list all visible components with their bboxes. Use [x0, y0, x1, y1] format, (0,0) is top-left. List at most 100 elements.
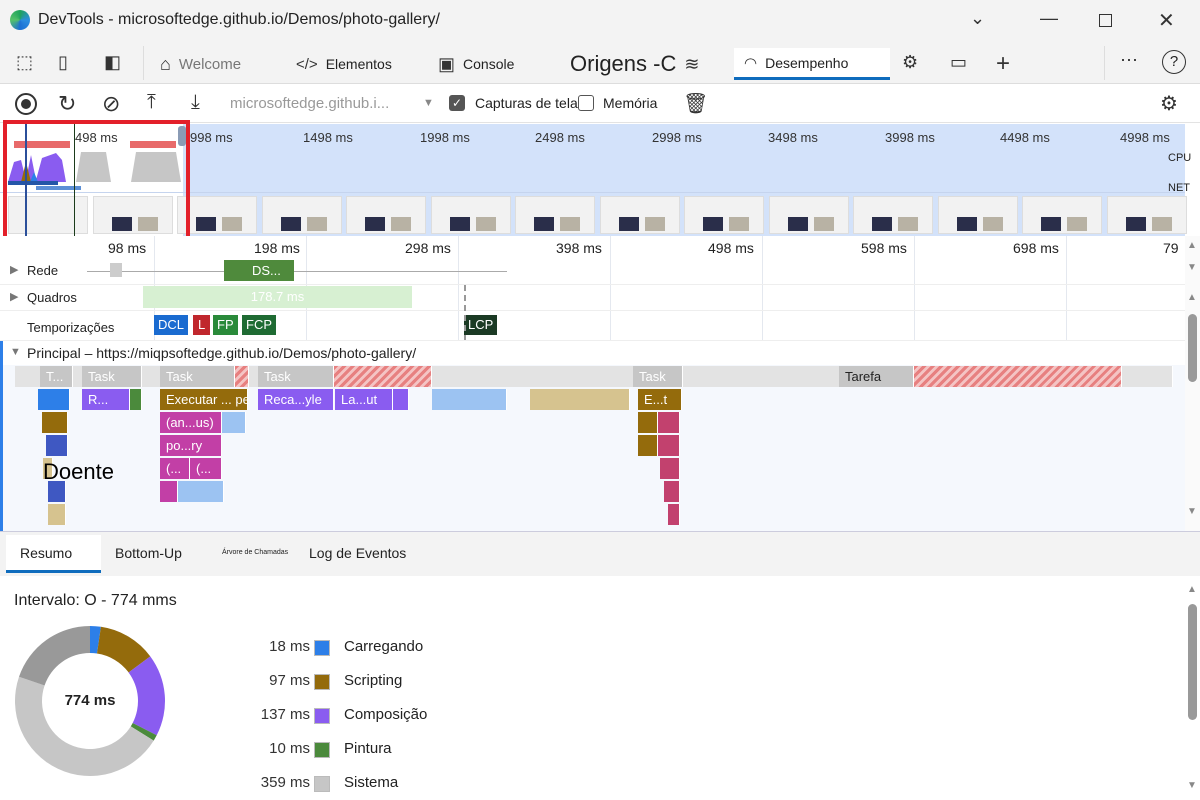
- tab-sources[interactable]: Origens -C ≋: [570, 48, 699, 80]
- screenshot-thumbnail[interactable]: [346, 196, 426, 234]
- fp-marker[interactable]: FP: [213, 315, 238, 335]
- screenshot-thumbnail[interactable]: [177, 196, 257, 234]
- loading-block[interactable]: [38, 389, 70, 410]
- settings-icon[interactable]: ⚙: [1160, 93, 1178, 115]
- tab-console[interactable]: ▣ Console: [438, 48, 514, 80]
- upload-icon[interactable]: ⤒: [147, 91, 156, 113]
- recording-select[interactable]: microsoftedge.github.i...: [230, 95, 390, 112]
- parse-block[interactable]: [178, 481, 224, 502]
- task-block[interactable]: Task: [82, 366, 142, 387]
- scroll-down-icon[interactable]: ▼: [1187, 262, 1197, 273]
- parse-block[interactable]: [222, 412, 246, 433]
- tab-elements[interactable]: </> Elementos: [296, 48, 392, 80]
- maximize-button[interactable]: [1099, 14, 1112, 27]
- fcp-marker[interactable]: FCP: [242, 315, 276, 335]
- scroll-up-icon[interactable]: ▲: [1187, 584, 1197, 595]
- reload-record-icon[interactable]: ↻: [58, 91, 77, 116]
- memory-chip-icon[interactable]: ⚙: [902, 52, 919, 72]
- add-tab-icon[interactable]: +: [996, 50, 1011, 77]
- screenshot-thumbnail[interactable]: [768, 196, 849, 234]
- function-block[interactable]: [664, 481, 680, 502]
- script-block[interactable]: [46, 435, 68, 456]
- function-block[interactable]: [660, 458, 680, 479]
- screenshot-thumbnail[interactable]: [515, 196, 595, 234]
- help-icon[interactable]: ?: [1162, 50, 1186, 74]
- task-block[interactable]: Tarefa: [839, 366, 914, 387]
- function-block[interactable]: [658, 412, 680, 433]
- scroll-thumb[interactable]: [1188, 604, 1197, 720]
- paint-block[interactable]: [130, 389, 142, 410]
- close-button[interactable]: ✕: [1158, 10, 1175, 32]
- screenshot-thumbnail[interactable]: [430, 196, 511, 234]
- tab-welcome[interactable]: ⌂ Welcome: [160, 48, 241, 80]
- garbage-collect-icon[interactable]: 🗑: [683, 93, 709, 115]
- rendering-block[interactable]: R...: [82, 389, 130, 410]
- chevron-down-icon[interactable]: ⌄: [970, 8, 986, 28]
- device-emulation-icon[interactable]: ▯: [58, 52, 68, 72]
- screenshot-thumbnail[interactable]: [92, 196, 173, 234]
- dropdown-arrow-icon[interactable]: ▼: [423, 97, 434, 109]
- script-block[interactable]: [48, 481, 66, 502]
- function-block[interactable]: [658, 435, 680, 456]
- task-block[interactable]: Task: [258, 366, 334, 387]
- screenshot-thumbnail[interactable]: [261, 196, 342, 234]
- scroll-up-icon[interactable]: ▲: [1187, 240, 1197, 251]
- rendering-block[interactable]: [393, 389, 409, 410]
- script-block[interactable]: [530, 389, 630, 410]
- record-button[interactable]: [15, 93, 37, 115]
- expand-network-icon[interactable]: ▶: [10, 264, 19, 276]
- screenshot-thumbnail[interactable]: [1106, 196, 1187, 234]
- expand-frames-icon[interactable]: ▶: [10, 291, 19, 303]
- task-block[interactable]: T...: [40, 366, 73, 387]
- screenshot-thumbnail[interactable]: [1022, 196, 1102, 234]
- script-block[interactable]: [638, 435, 658, 456]
- timeline-scrollbar[interactable]: ▲ ▼ ▲ ▼: [1185, 236, 1200, 531]
- script-block[interactable]: Executar ... perguntas: [160, 389, 248, 410]
- function-block[interactable]: (...: [190, 458, 222, 479]
- task-block[interactable]: Task: [160, 366, 235, 387]
- function-block[interactable]: (an...us): [160, 412, 222, 433]
- more-options-icon[interactable]: ⋯: [1120, 50, 1138, 70]
- network-request[interactable]: [110, 263, 122, 277]
- download-icon[interactable]: ⤓: [191, 91, 200, 113]
- script-block[interactable]: [42, 412, 68, 433]
- dcl-marker[interactable]: DCL: [154, 315, 189, 335]
- frames-track-label[interactable]: Quadros: [27, 290, 77, 305]
- tab-performance[interactable]: ◠ Desempenho: [734, 48, 890, 80]
- screenshot-thumbnail[interactable]: [937, 196, 1018, 234]
- scroll-down-icon[interactable]: ▼: [1187, 780, 1197, 791]
- scroll-up-icon[interactable]: ▲: [1187, 292, 1197, 303]
- screenshot-thumbnail[interactable]: [599, 196, 680, 234]
- screenshot-thumbnail[interactable]: [853, 196, 933, 234]
- function-block[interactable]: [160, 481, 178, 502]
- layout-block[interactable]: La...ut: [335, 389, 393, 410]
- dock-side-icon[interactable]: ◧: [104, 52, 122, 72]
- tab-bottom-up[interactable]: Bottom-Up: [115, 545, 182, 561]
- application-icon[interactable]: ▭: [950, 52, 968, 72]
- collapse-main-icon[interactable]: ▼: [10, 346, 21, 358]
- scroll-down-icon[interactable]: ▼: [1187, 506, 1197, 517]
- parse-block[interactable]: [432, 389, 507, 410]
- network-request[interactable]: DS...: [224, 260, 294, 281]
- task-block[interactable]: Task: [633, 366, 683, 387]
- network-track-label[interactable]: Rede: [27, 263, 59, 278]
- tab-call-tree[interactable]: Árvore de Chamadas: [222, 549, 289, 556]
- script-block[interactable]: [638, 412, 658, 433]
- clear-icon[interactable]: ⊘: [102, 91, 121, 116]
- lcp-marker[interactable]: LCP: [464, 315, 498, 335]
- tab-summary[interactable]: [6, 535, 101, 573]
- function-block[interactable]: (...: [160, 458, 190, 479]
- inspect-icon[interactable]: ⬚: [16, 52, 34, 72]
- frame-bar[interactable]: 178.7 ms: [143, 286, 412, 308]
- scroll-thumb[interactable]: [1188, 314, 1197, 382]
- function-block[interactable]: [668, 504, 680, 525]
- memory-checkbox[interactable]: [578, 95, 594, 111]
- range-handle[interactable]: [178, 126, 186, 146]
- script-block[interactable]: [43, 458, 53, 479]
- timeline-overview[interactable]: 498 ms 998 ms 1498 ms 1998 ms 2498 ms 29…: [0, 120, 1191, 241]
- recalc-style-block[interactable]: Reca...yle: [258, 389, 334, 410]
- minimize-button[interactable]: —: [1040, 8, 1058, 28]
- load-marker[interactable]: L: [193, 315, 211, 335]
- summary-scrollbar[interactable]: ▲ ▼: [1185, 578, 1200, 798]
- script-block[interactable]: [48, 504, 66, 525]
